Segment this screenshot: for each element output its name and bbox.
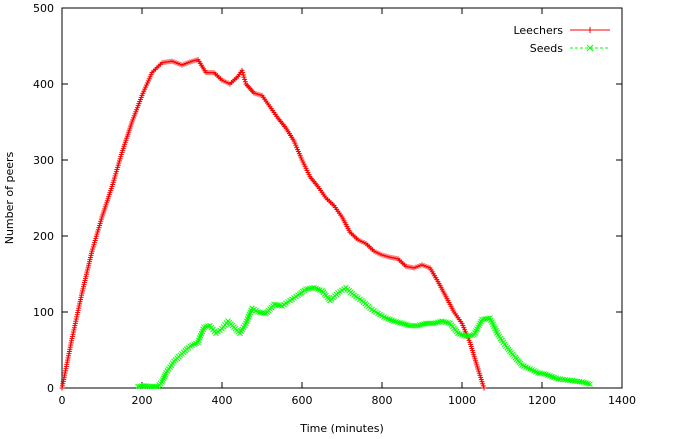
data-point-seeds bbox=[433, 319, 439, 326]
data-point-seeds bbox=[541, 371, 547, 377]
y-axis-label: Number of peers bbox=[3, 151, 16, 244]
legend-label-seeds: Seeds bbox=[530, 42, 564, 55]
plot-frame bbox=[61, 7, 623, 389]
data-point-leechers bbox=[242, 76, 248, 82]
data-point-seeds bbox=[393, 318, 399, 325]
x-tick-label: 1200 bbox=[528, 394, 556, 407]
y-tick-label: 500 bbox=[33, 2, 54, 15]
data-point-seeds bbox=[399, 320, 405, 327]
axis-ticks: 0 200 400 600 800 1000 1200 1400 0 100 200 300 400 50… bbox=[33, 2, 636, 407]
data-point-seeds bbox=[443, 319, 449, 326]
x-tick-label: 1400 bbox=[608, 394, 636, 407]
y-tick-label: 300 bbox=[33, 154, 54, 167]
data-point-seeds bbox=[161, 373, 168, 380]
series-leechers bbox=[59, 57, 487, 391]
data-point-seeds bbox=[435, 319, 441, 326]
data-point-seeds bbox=[587, 381, 593, 388]
data-point-seeds bbox=[397, 319, 403, 326]
x-axis-label: Time (minutes) bbox=[299, 422, 384, 435]
data-point-seeds bbox=[401, 321, 407, 327]
x-tick-label: 600 bbox=[292, 394, 313, 407]
data-point-seeds bbox=[417, 322, 423, 328]
y-tick-label: 0 bbox=[47, 382, 54, 395]
data-point-seeds bbox=[162, 371, 169, 378]
data-point-seeds bbox=[205, 323, 211, 330]
data-point-leechers bbox=[240, 72, 246, 78]
legend: Leechers Seeds bbox=[513, 24, 610, 55]
data-point-seeds bbox=[583, 380, 589, 386]
data-point-seeds bbox=[159, 379, 165, 385]
x-tick-label: 200 bbox=[132, 394, 153, 407]
data-point-seeds bbox=[585, 380, 591, 387]
data-point-seeds bbox=[581, 379, 587, 386]
data-point-leechers bbox=[241, 74, 247, 80]
x-tick-label: 800 bbox=[372, 394, 393, 407]
series-layer bbox=[59, 57, 593, 391]
data-point-seeds bbox=[261, 310, 267, 316]
data-point-seeds bbox=[415, 322, 421, 329]
data-point-seeds bbox=[391, 318, 397, 324]
data-point-leechers bbox=[481, 385, 487, 391]
x-tick-label: 1000 bbox=[448, 394, 476, 407]
data-point-seeds bbox=[431, 320, 437, 327]
data-point-leechers bbox=[240, 70, 246, 76]
legend-label-leechers: Leechers bbox=[513, 24, 563, 37]
data-point-seeds bbox=[441, 318, 447, 325]
x-tick-label: 0 bbox=[59, 394, 66, 407]
data-point-leechers bbox=[239, 67, 245, 73]
data-point-seeds bbox=[445, 319, 451, 326]
legend-marker-leechers bbox=[587, 27, 593, 33]
data-point-seeds bbox=[395, 319, 401, 326]
series-seeds bbox=[135, 284, 593, 390]
y-tick-label: 100 bbox=[33, 306, 54, 319]
data-point-seeds bbox=[160, 375, 167, 382]
data-point-seeds bbox=[403, 321, 409, 328]
data-point-seeds bbox=[203, 323, 209, 330]
data-point-seeds bbox=[153, 383, 159, 390]
data-point-seeds bbox=[439, 318, 445, 324]
data-point-seeds bbox=[419, 321, 425, 328]
y-tick-label: 400 bbox=[33, 78, 54, 91]
data-point-seeds bbox=[159, 377, 166, 383]
y-tick-label: 200 bbox=[33, 230, 54, 243]
data-point-seeds bbox=[579, 379, 585, 385]
data-point-seeds bbox=[201, 324, 207, 331]
legend-marker-seeds bbox=[586, 44, 594, 52]
x-tick-label: 400 bbox=[212, 394, 233, 407]
data-point-leechers bbox=[242, 79, 248, 85]
